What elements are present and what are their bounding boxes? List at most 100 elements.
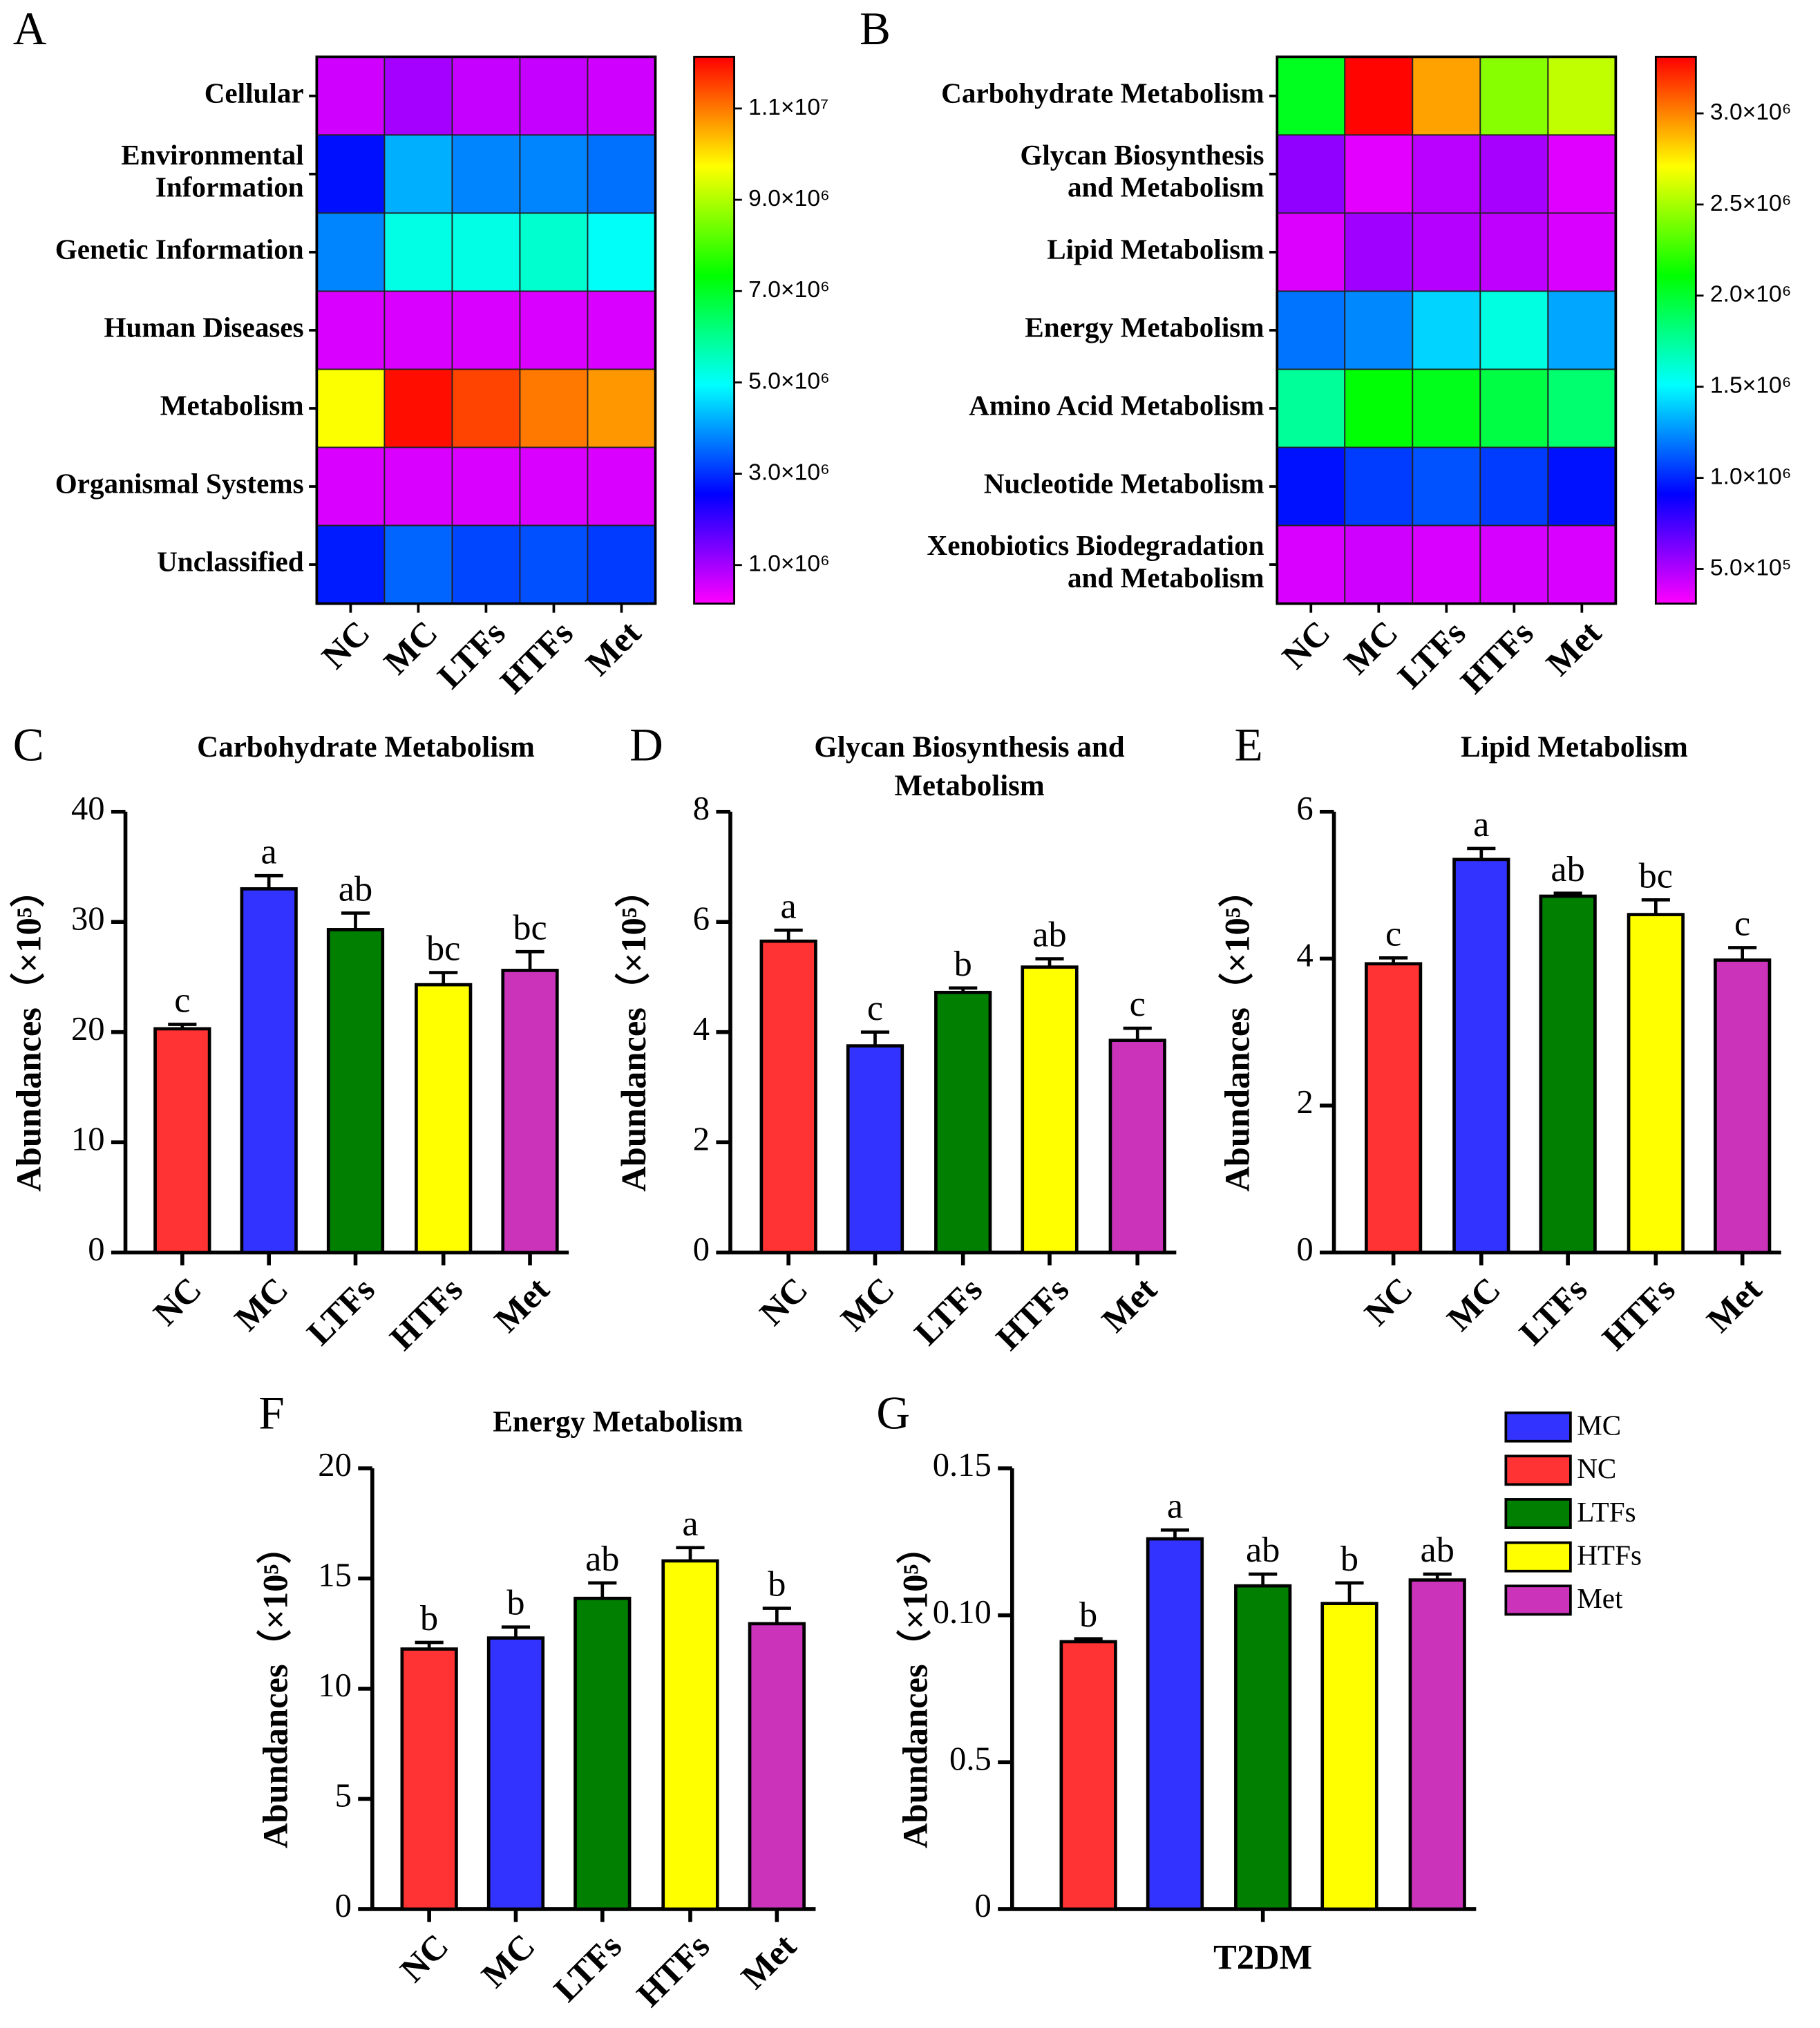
- heatmap-cell: [1479, 524, 1549, 605]
- heatmap-cell: [1547, 290, 1617, 370]
- heatmap-cell: [1479, 446, 1549, 527]
- y-tick-label: 4: [1296, 937, 1313, 974]
- x-tick-label: HTFs: [629, 1926, 717, 2014]
- x-tick-label: NC: [752, 1270, 815, 1333]
- significance-label: ab: [585, 1539, 619, 1579]
- y-tick-label: 40: [71, 790, 105, 827]
- heatmap-cell: [1344, 446, 1414, 527]
- y-tick-label: 2: [693, 1120, 710, 1157]
- heatmap-cell: [451, 290, 521, 370]
- bar: [1714, 958, 1772, 1254]
- heatmap-cell: [587, 446, 656, 527]
- heatmap-cell: [383, 134, 453, 214]
- bar: [759, 939, 817, 1254]
- significance-label: a: [781, 886, 797, 926]
- bar: [1146, 1537, 1204, 1911]
- colorbar-tick-label: 1.0×10⁶: [748, 551, 830, 577]
- bar: [1059, 1640, 1117, 1911]
- significance-label: ab: [1032, 915, 1066, 955]
- x-tick-label: LTFs: [299, 1270, 382, 1353]
- column-label: HTFs: [493, 613, 580, 701]
- colorbar-tick-label: 3.0×10⁶: [748, 459, 830, 485]
- bar: [400, 1647, 458, 1911]
- heatmap-cell: [383, 524, 453, 605]
- panel-letter: C: [13, 719, 44, 770]
- bar: [934, 990, 992, 1254]
- significance-label: ab: [1246, 1530, 1280, 1570]
- row-label: Amino Acid Metabolism: [969, 389, 1264, 421]
- y-tick-label: 0: [335, 1887, 352, 1924]
- heatmap-cell: [383, 290, 453, 370]
- bar: [1364, 962, 1423, 1254]
- y-tick-label: 6: [1296, 790, 1313, 827]
- row-label: Glycan Biosynthesis: [1020, 139, 1264, 171]
- legend-swatch: [1504, 1454, 1572, 1486]
- heatmap-cell: [587, 368, 656, 448]
- y-tick-label: 20: [71, 1010, 105, 1048]
- x-tick-label: NC: [392, 1926, 455, 1989]
- significance-label: ab: [1421, 1530, 1454, 1570]
- y-tick-label: 2: [1296, 1083, 1313, 1121]
- bar: [1234, 1584, 1292, 1911]
- y-tick-label: 0.10: [933, 1593, 992, 1631]
- heatmap-cell: [1479, 368, 1549, 448]
- colorbar-tick-label: 2.5×10⁶: [1710, 191, 1792, 216]
- row-label: Nucleotide Metabolism: [984, 467, 1264, 499]
- colorbar-tick-label: 1.0×10⁶: [1710, 464, 1792, 489]
- significance-label: a: [261, 831, 277, 871]
- heatmap-cell: [1276, 212, 1346, 292]
- row-label: Energy Metabolism: [1025, 311, 1264, 343]
- y-tick-label: 8: [693, 790, 710, 827]
- heatmap-cell: [1344, 524, 1414, 605]
- bar: [153, 1027, 211, 1254]
- bar: [415, 983, 473, 1254]
- column-label: LTFs: [430, 613, 513, 696]
- heatmap-cell: [1547, 212, 1617, 292]
- heatmap-cell: [1412, 290, 1481, 370]
- significance-label: b: [1340, 1539, 1358, 1579]
- x-tick-label: NC: [1357, 1270, 1420, 1333]
- chart-title: Carbohydrate Metabolism: [197, 731, 535, 764]
- significance-label: b: [768, 1564, 786, 1604]
- heatmap-cell: [316, 368, 386, 448]
- significance-label: ab: [1551, 849, 1584, 889]
- significance-label: c: [174, 980, 190, 1021]
- heatmap-cell: [383, 368, 453, 448]
- y-tick-label: 6: [693, 900, 710, 937]
- y-tick-label: 10: [71, 1120, 105, 1157]
- significance-label: c: [867, 988, 883, 1028]
- heatmap-cell: [1412, 446, 1481, 527]
- bar: [1408, 1578, 1466, 1911]
- panel-letter: G: [876, 1387, 910, 1439]
- x-tick-label: LTFs: [1512, 1270, 1595, 1353]
- chart-title: Metabolism: [894, 770, 1045, 802]
- heatmap-cell: [1479, 212, 1549, 292]
- y-tick-label: 20: [318, 1446, 352, 1484]
- panel-letter: D: [629, 719, 663, 770]
- x-tick-label: HTFs: [1595, 1270, 1682, 1358]
- bar: [326, 928, 385, 1254]
- heatmap-cell: [1276, 290, 1346, 370]
- bar: [1627, 913, 1685, 1254]
- heatmap-cell: [1547, 134, 1617, 214]
- y-axis-label: Abundances（×10⁵）: [614, 873, 653, 1192]
- y-tick-label: 0: [975, 1887, 992, 1924]
- legend-label: NC: [1577, 1452, 1616, 1484]
- column-label: NC: [1275, 613, 1338, 676]
- y-tick-label: 30: [71, 900, 105, 937]
- heatmap-cell: [1547, 368, 1617, 448]
- legend-label: HTFs: [1577, 1539, 1642, 1571]
- significance-label: ab: [339, 869, 372, 909]
- bar: [574, 1596, 632, 1911]
- bar: [748, 1622, 806, 1911]
- heatmap-cell: [1479, 56, 1549, 136]
- legend-swatch: [1504, 1498, 1572, 1529]
- bar: [501, 969, 559, 1254]
- colorbar-tick-label: 7.0×10⁶: [748, 277, 830, 303]
- significance-label: c: [1734, 904, 1750, 944]
- heatmap-cell: [519, 524, 589, 605]
- significance-label: a: [682, 1504, 698, 1544]
- heatmap-cell: [451, 368, 521, 448]
- colorbar-tick-label: 5.0×10⁶: [748, 368, 830, 394]
- heatmap-cell: [316, 134, 386, 214]
